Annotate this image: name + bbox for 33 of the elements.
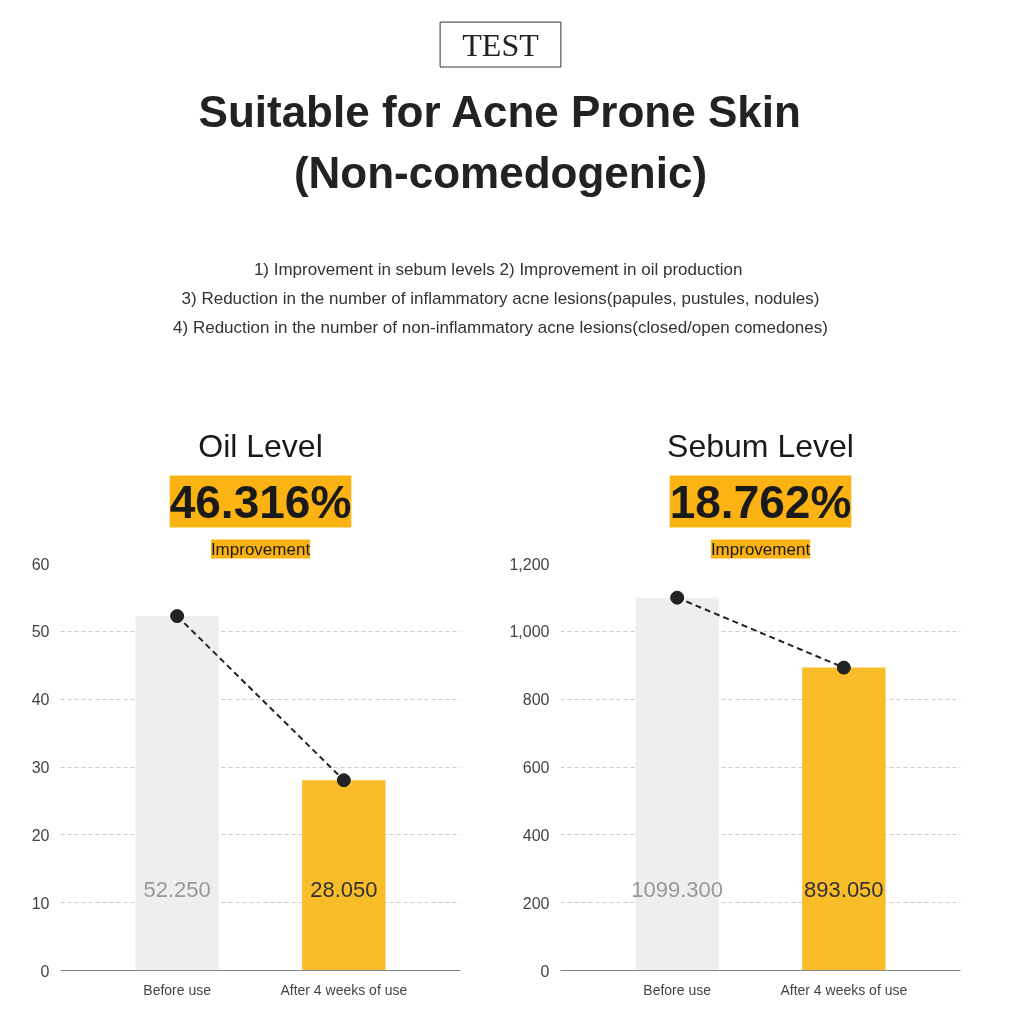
y-tick-label: 1,000 xyxy=(509,623,550,641)
data-label: 1099.300 xyxy=(631,876,724,902)
y-tick-label: 200 xyxy=(522,894,550,912)
text: Suitable for Acne Prone Skin (Non-comedogenic) xyxy=(198,87,801,198)
x-tick-label: After 4 weeks of use xyxy=(280,981,408,998)
text: 18.762% xyxy=(669,475,852,528)
y-tick-label: 600 xyxy=(522,759,550,776)
y-tick-label: 30 xyxy=(31,759,50,776)
x-tick-label: Before use xyxy=(143,981,212,998)
y-tick-label: 400 xyxy=(522,826,550,844)
text: 1) Improvement in sebum levels 2) Improvement in oil production xyxy=(253,259,743,279)
text: Improvement xyxy=(210,539,311,559)
chart-title: Oil Level xyxy=(198,427,323,464)
data-label: 28.050 xyxy=(310,876,378,902)
y-tick-label: 0 xyxy=(540,962,550,980)
y-tick-label: 10 xyxy=(31,894,50,912)
data-label: 52.250 xyxy=(143,876,211,902)
data-label: 893.050 xyxy=(804,876,884,902)
text: 4) Reduction in the number of non-inflammatory acne lesions(closed/open comedones) xyxy=(173,318,828,338)
chart-title: Sebum Level xyxy=(667,427,854,464)
text: 46.316% xyxy=(169,475,352,528)
x-tick-label: Before use xyxy=(643,981,712,998)
y-tick-label: 0 xyxy=(40,962,50,980)
text: Improvement xyxy=(710,539,811,559)
y-tick-label: 40 xyxy=(31,691,50,709)
x-tick-label: After 4 weeks of use xyxy=(780,981,908,998)
y-tick-label: 20 xyxy=(31,826,50,844)
y-tick-label: 1,200 xyxy=(509,555,550,573)
text: 3) Reduction in the number of inflammatory acne lesions(papules, pustules, nodules) xyxy=(181,288,820,308)
y-tick-label: 50 xyxy=(31,623,50,641)
text: TEST xyxy=(462,26,540,63)
y-tick-label: 60 xyxy=(31,555,50,573)
y-tick-label: 800 xyxy=(522,691,550,709)
